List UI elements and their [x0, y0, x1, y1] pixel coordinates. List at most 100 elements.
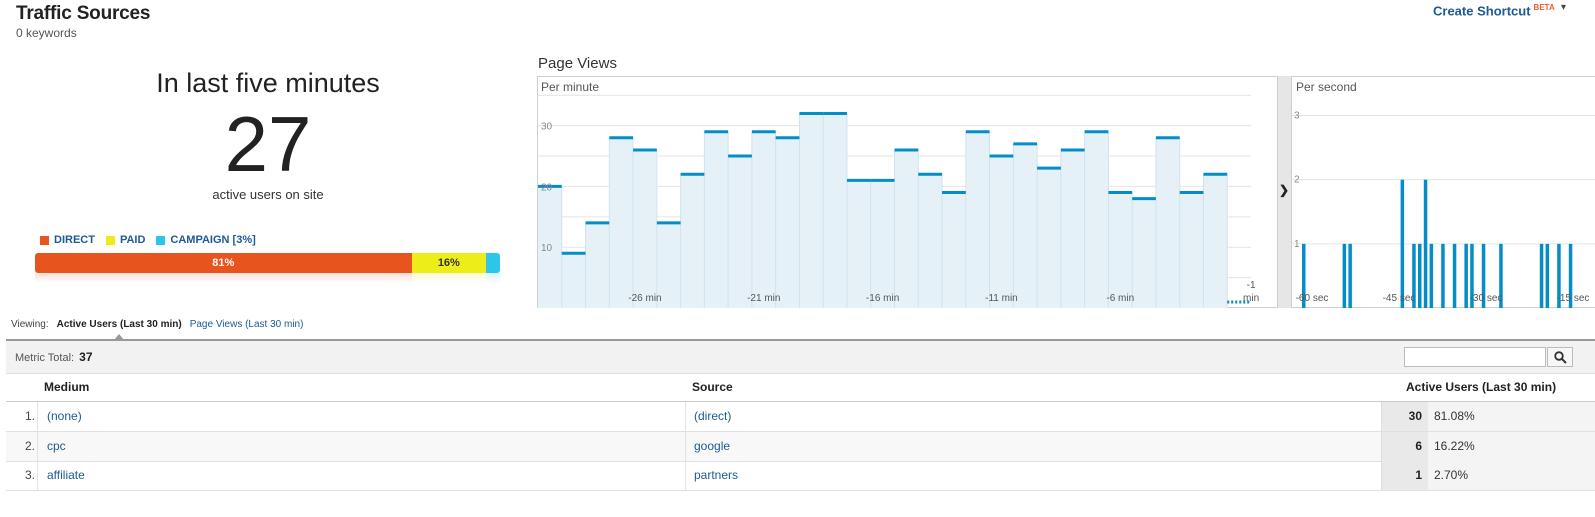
active-tab-indicator [114, 334, 124, 340]
share-segment[interactable]: 81% [35, 253, 412, 273]
table-search-input[interactable] [1404, 347, 1546, 367]
y-tick-label: 1 [1294, 239, 1300, 250]
per-minute-chart: 10 20 30 -26 min -21 min -16 min -11 min -6 min… [537, 76, 1277, 308]
active-users-value: 6 [1381, 432, 1428, 461]
tab-page-views[interactable]: Page Views (Last 30 min) [189, 319, 304, 330]
legend-item-direct: DIRECT [40, 234, 95, 246]
x-tick-label: -45 sec [1383, 293, 1416, 304]
second-bar [1568, 243, 1573, 308]
per-minute-chart-svg: 10 20 30 -26 min -21 min -16 min -11 min -6 min… [538, 94, 1259, 308]
active-users-percent: 81.08% [1428, 402, 1595, 431]
medium-link[interactable]: cpc [47, 439, 66, 453]
create-shortcut-link[interactable]: Create Shortcut BETA [1433, 3, 1555, 18]
y-tick-label: 10 [541, 243, 553, 254]
chevron-right-icon[interactable]: ❯ [1279, 183, 1290, 197]
second-bar [1452, 243, 1457, 308]
second-bar [1545, 243, 1550, 308]
active-users-value: 1 [1381, 461, 1428, 490]
second-bar [1342, 243, 1347, 308]
second-bar [1418, 243, 1422, 308]
x-tick-label: -11 min [985, 293, 1018, 304]
share-segment[interactable]: 16% [411, 253, 487, 273]
second-bar [1481, 243, 1486, 308]
row-index: 2. [24, 439, 35, 453]
x-tick-label: -16 min [866, 293, 899, 304]
y-tick-label: 30 [541, 122, 553, 133]
viewing-label: Viewing: [11, 319, 49, 330]
second-bar [1348, 243, 1352, 308]
per-minute-label: Per minute [541, 80, 600, 94]
x-tick-label: -15 sec [1557, 293, 1590, 304]
second-bar [1400, 179, 1405, 308]
column-active-users[interactable]: Active Users (Last 30 min) [1406, 380, 1557, 394]
table-row: 1. (none) (direct) 30 81.08% [6, 402, 1595, 432]
x-tick-label: -1 [1247, 280, 1256, 291]
y-tick-label: 2 [1294, 175, 1300, 186]
second-bar [1441, 243, 1445, 308]
summary-heading: In last five minutes [156, 68, 380, 98]
chart-toggle-handle[interactable] [1277, 76, 1292, 308]
second-bar [1557, 243, 1561, 308]
tab-active-users[interactable]: Active Users (Last 30 min) [56, 319, 182, 330]
source-link[interactable]: (direct) [694, 409, 732, 423]
legend-swatch-paid [105, 235, 115, 245]
active-users-percent: 16.22% [1428, 432, 1595, 461]
legend-label-campaign: CAMPAIGN [3%] [170, 234, 256, 246]
page-title: Traffic Sources [16, 3, 151, 24]
metric-total-value: 37 [79, 350, 93, 364]
page-views-title: Page Views [538, 55, 617, 72]
traffic-share-bar: 81% 16% [35, 253, 500, 273]
table-row: 2. cpc google 6 16.22% [6, 432, 1595, 462]
legend-swatch-direct [40, 235, 49, 245]
medium-link[interactable]: affiliate [47, 468, 85, 482]
legend-item-paid: PAID [105, 234, 145, 246]
table-row: 3. affiliate partners 1 2.70% [6, 461, 1595, 491]
share-segment[interactable] [486, 253, 500, 273]
table-header: Medium Source Active Users (Last 30 min) [6, 374, 1595, 402]
second-bar [1429, 243, 1434, 308]
x-tick-label: -60 sec [1296, 293, 1329, 304]
legend-label-direct: DIRECT [54, 234, 95, 246]
second-bar [1302, 243, 1306, 308]
medium-link[interactable]: (none) [47, 409, 82, 423]
y-tick-label: 20 [541, 182, 553, 193]
beta-badge: BETA [1533, 3, 1555, 12]
source-link[interactable]: google [694, 439, 731, 453]
row-index: 3. [24, 468, 35, 482]
share-reflection-segment [411, 273, 487, 283]
x-tick-label: -6 min [1106, 293, 1134, 304]
x-tick-label: min [1243, 293, 1259, 304]
source-link[interactable]: partners [694, 468, 739, 482]
x-tick-label: -30 sec [1470, 293, 1503, 304]
metric-total-bar: Metric Total: 37 [6, 339, 1595, 374]
x-tick-label: -21 min [747, 293, 780, 304]
per-second-label: Per second [1296, 80, 1357, 94]
caret-down-icon[interactable]: ▾ [1561, 2, 1567, 13]
x-tick-label: -26 min [628, 293, 661, 304]
active-users-value: 30 [1381, 402, 1428, 431]
y-tick-label: 3 [1294, 111, 1300, 122]
second-bar [1412, 243, 1416, 308]
share-reflection-segment [35, 273, 412, 283]
metric-total-label: Metric Total: [15, 352, 75, 364]
column-medium[interactable]: Medium [44, 380, 90, 394]
traffic-legend: DIRECT PAID CAMPAIGN [3%] [40, 234, 267, 246]
second-bar [1464, 243, 1468, 308]
keywords-count: 0 keywords [16, 26, 77, 40]
row-index: 1. [24, 409, 35, 423]
second-bar [1470, 243, 1474, 308]
second-bar [1423, 179, 1428, 308]
second-bar [1499, 243, 1503, 308]
legend-swatch-campaign [156, 235, 166, 245]
search-button[interactable] [1547, 347, 1573, 367]
per-second-chart: 1 2 3 -60 sec -45 sec -30 sec -15 sec [1292, 76, 1595, 308]
column-source[interactable]: Source [692, 380, 733, 394]
viewing-tabs: Viewing: Active Users (Last 30 min) Page… [11, 319, 303, 330]
active-users-percent: 2.70% [1428, 461, 1595, 490]
per-second-chart-svg: 1 2 3 -60 sec -45 sec -30 sec -15 sec [1292, 111, 1595, 308]
legend-item-campaign: CAMPAIGN [3%] [156, 234, 256, 246]
create-shortcut-label[interactable]: Create Shortcut [1433, 3, 1531, 19]
share-reflection-segment [486, 273, 500, 283]
active-users-caption: active users on site [212, 187, 324, 202]
search-icon [1553, 350, 1567, 364]
